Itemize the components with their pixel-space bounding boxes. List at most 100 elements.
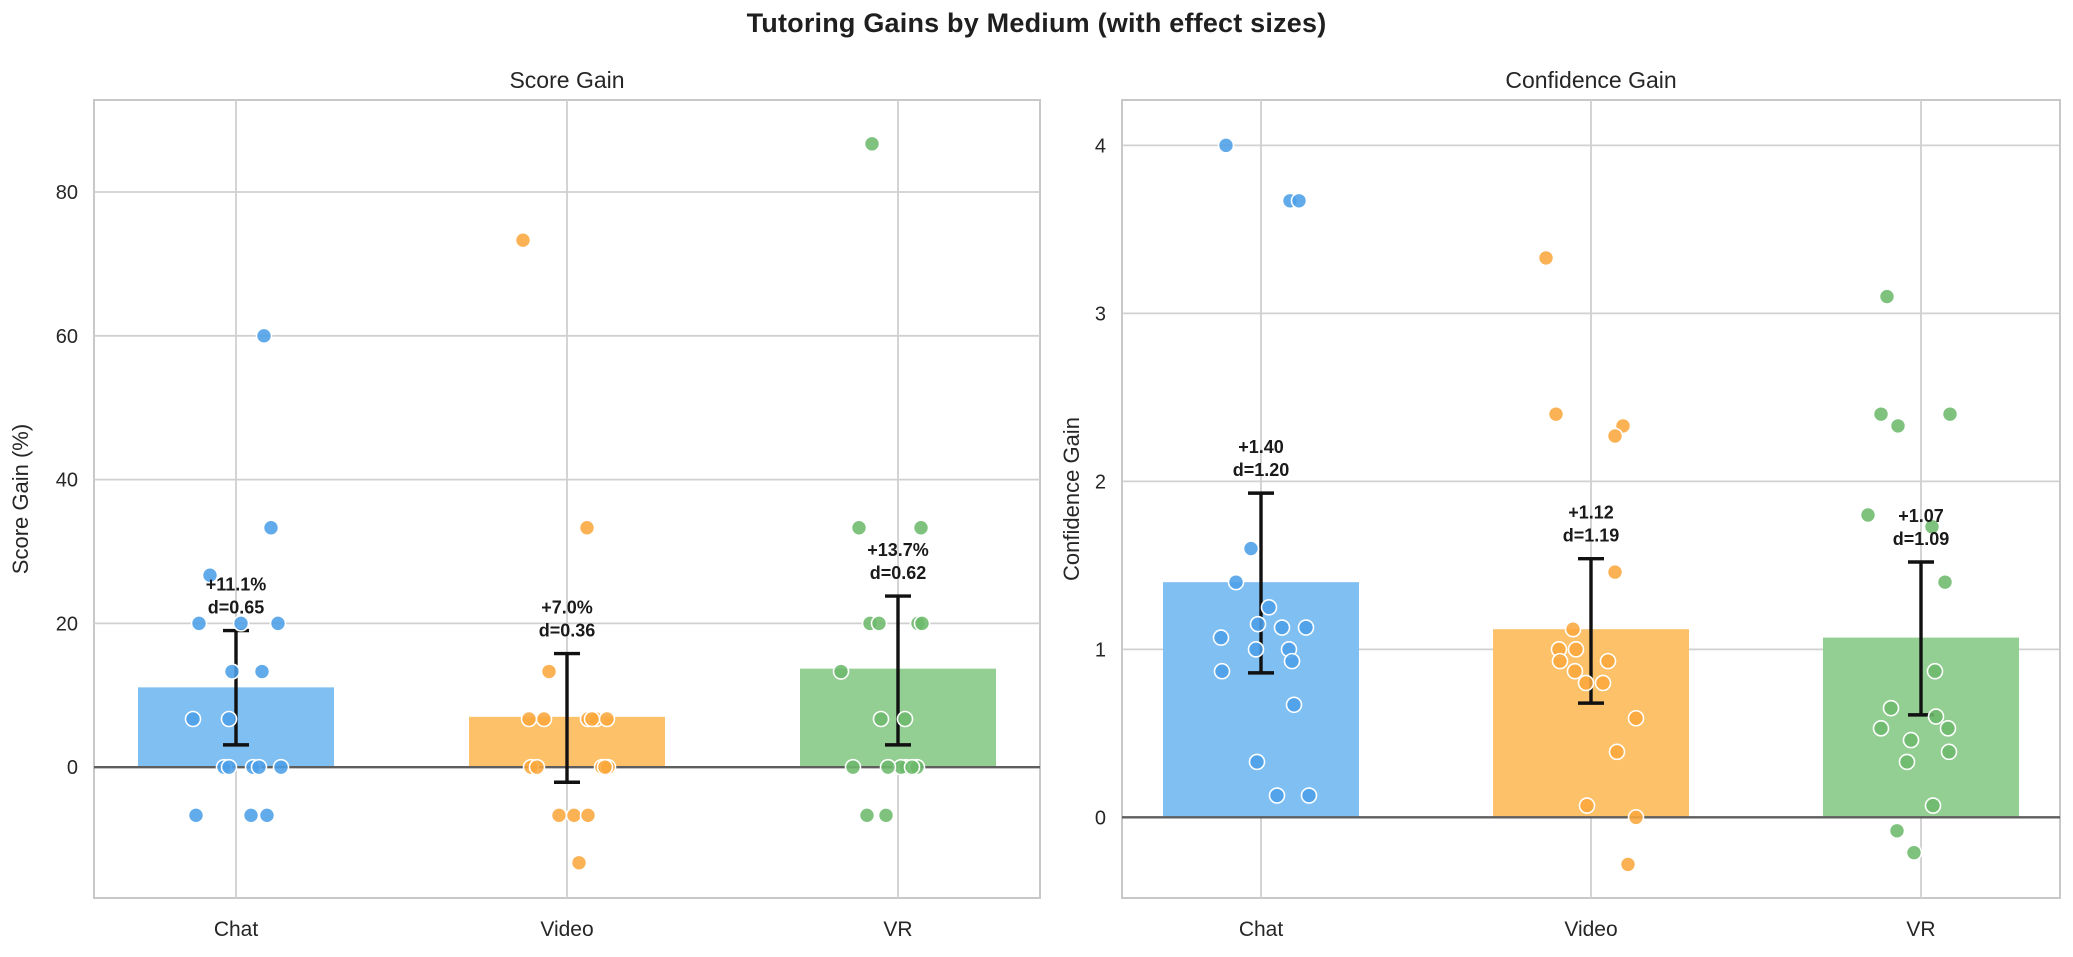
y-tick-label: 80 (56, 182, 78, 204)
scatter-point (844, 758, 862, 776)
scatter-point (1290, 192, 1308, 210)
scatter-point (262, 519, 280, 537)
effect-size-annotation: d=0.65 (208, 598, 265, 618)
scatter-point (272, 758, 290, 776)
scatter-point (1936, 573, 1954, 591)
scatter-point (1566, 662, 1584, 680)
scatter-point (1872, 405, 1890, 423)
scatter-point (1283, 652, 1301, 670)
scatter-point (1606, 563, 1624, 581)
scatter-point (190, 615, 208, 632)
scatter-point (565, 807, 583, 824)
scatter-point (520, 710, 538, 728)
scatter-point (903, 758, 921, 776)
x-tick-label-vr: VR (883, 918, 912, 941)
y-tick-label: 20 (56, 613, 78, 635)
scatter-point (1227, 573, 1245, 591)
scatter-point (913, 615, 931, 632)
mean-annotation: +1.40 (1238, 437, 1284, 457)
scatter-point (1627, 709, 1645, 727)
mean-annotation: +1.12 (1568, 503, 1614, 523)
scatter-point (1567, 641, 1585, 658)
scatter-point (1297, 619, 1315, 636)
scatter-point (250, 758, 268, 776)
scatter-point (850, 519, 868, 537)
y-tick-label: 4 (1095, 135, 1106, 157)
scatter-point (1599, 652, 1617, 670)
scatter-point (1578, 797, 1596, 814)
scatter-point (1213, 662, 1231, 680)
scatter-point (1242, 540, 1260, 557)
scatter-point (1577, 674, 1595, 692)
effect-size-annotation: d=0.62 (870, 563, 927, 583)
scatter-point (872, 710, 890, 728)
scatter-point (1273, 619, 1291, 636)
scatter-point (877, 807, 895, 824)
y-tick-label: 60 (56, 326, 78, 348)
scatter-point (583, 710, 601, 728)
x-tick-label-video: Video (1564, 918, 1617, 941)
scatter-point (1923, 518, 1941, 536)
scatter-point (550, 807, 568, 824)
mean-annotation: +13.7% (867, 540, 929, 560)
subplot-title: Confidence Gain (1505, 67, 1676, 93)
scatter-point (1564, 620, 1582, 638)
figure-title: Tutoring Gains by Medium (with effect si… (746, 8, 1327, 38)
scatter-point (1285, 696, 1303, 714)
scatter-point (220, 710, 238, 728)
scatter-point (540, 663, 558, 680)
scatter-point (1247, 641, 1265, 658)
scatter-point (1888, 822, 1906, 840)
scatter-point (1940, 743, 1958, 761)
scatter-point (598, 710, 616, 728)
scatter-point (1878, 288, 1896, 305)
scatter-point (832, 663, 850, 680)
scatter-point (528, 758, 546, 776)
scatter-point (579, 807, 597, 824)
y-tick-label: 0 (1095, 807, 1106, 829)
scatter-point (1248, 753, 1266, 771)
scatter-point (184, 710, 202, 728)
subplot-title: Score Gain (509, 67, 624, 93)
y-axis-label: Confidence Gain (1059, 417, 1084, 581)
scatter-point (1889, 417, 1907, 435)
effect-size-annotation: d=1.09 (1893, 529, 1950, 549)
y-tick-label: 3 (1095, 303, 1106, 325)
scatter-point (1212, 629, 1230, 646)
x-tick-label-video: Video (540, 918, 593, 941)
mean-annotation: +7.0% (541, 598, 593, 618)
scatter-point (1551, 652, 1569, 670)
mean-annotation: +1.07 (1898, 506, 1944, 526)
scatter-point (187, 807, 205, 824)
scatter-point (514, 231, 532, 249)
effect-size-annotation: d=1.20 (1233, 460, 1290, 480)
panel-confidence-gain: +1.40 d=1.20 +1.12 d=1.19 +1.07 d=1.09 0 1 2 3 4 Ch… (1059, 67, 2061, 941)
scatter-point (879, 758, 897, 776)
scatter-point (1537, 249, 1555, 267)
scatter-point (570, 854, 588, 872)
scatter-point (858, 807, 876, 824)
scatter-point (578, 519, 596, 537)
scatter-point (1217, 137, 1235, 154)
scatter-point (242, 807, 260, 824)
scatter-point (1927, 708, 1945, 725)
scatter-point (223, 663, 241, 680)
scatter-point (220, 758, 238, 776)
scatter-point (596, 758, 614, 776)
scatter-point (269, 615, 287, 632)
scatter-point (1859, 506, 1877, 524)
effect-size-annotation: d=0.36 (539, 621, 596, 641)
scatter-point (863, 135, 881, 153)
y-tick-label: 40 (56, 470, 78, 492)
scatter-point (535, 710, 553, 728)
panel-score-gain: +11.1% d=0.65 +7.0% d=0.36 +13.7% d=0.62 0 20 40… (8, 67, 1041, 941)
y-tick-label: 0 (67, 757, 78, 779)
x-tick-label-vr: VR (1906, 918, 1935, 941)
y-axis-label: Score Gain (%) (8, 424, 33, 574)
scatter-point (253, 663, 271, 680)
scatter-point (870, 615, 888, 632)
scatter-point (896, 710, 914, 728)
scatter-point (1300, 787, 1318, 804)
